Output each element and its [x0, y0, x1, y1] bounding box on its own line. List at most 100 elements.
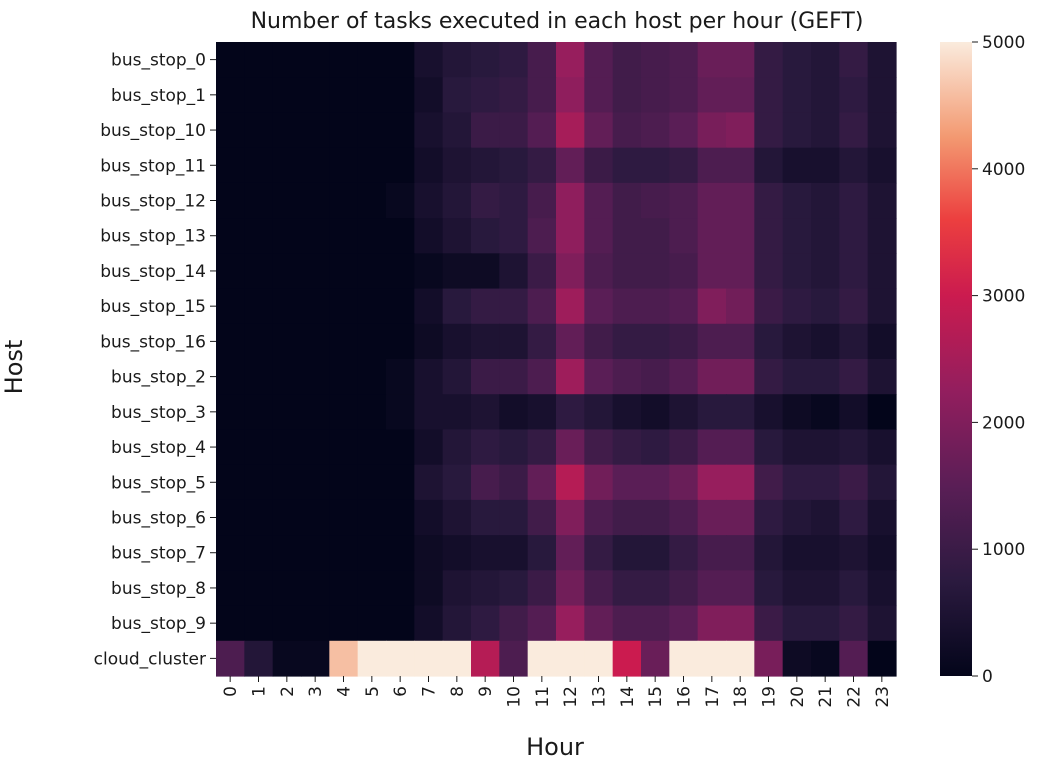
- heatmap-cell: [414, 605, 444, 642]
- heatmap-cell: [697, 112, 727, 149]
- heatmap-cell: [867, 394, 897, 431]
- heatmap-cell: [357, 323, 387, 360]
- heatmap-cell: [386, 429, 415, 466]
- x-tick-label: 4: [335, 686, 355, 697]
- heatmap-cell: [726, 253, 755, 290]
- heatmap-cell: [726, 464, 755, 501]
- heatmap-cell: [216, 218, 245, 254]
- heatmap-cell: [556, 112, 585, 149]
- heatmap-cell: [414, 323, 444, 360]
- heatmap-cell: [867, 323, 897, 360]
- heatmap-cell: [527, 77, 557, 114]
- heatmap-cell: [471, 429, 500, 466]
- heatmap-cell: [272, 182, 302, 219]
- heatmap-cell: [244, 288, 274, 325]
- heatmap-cell: [669, 77, 699, 114]
- y-tick-label: bus_stop_12: [100, 192, 206, 212]
- heatmap-cell: [584, 288, 614, 325]
- heatmap-cell: [612, 42, 642, 78]
- heatmap-cell: [301, 218, 330, 254]
- heatmap-cell: [726, 570, 755, 607]
- x-tick-label: 3: [306, 686, 326, 697]
- heatmap-cell: [272, 499, 302, 536]
- heatmap-cell: [442, 323, 472, 360]
- heatmap-cell: [641, 147, 670, 184]
- heatmap-cell: [357, 218, 387, 254]
- heatmap-cell: [612, 253, 642, 290]
- x-tick-label: 14: [618, 686, 638, 708]
- heatmap-cell: [669, 570, 699, 607]
- heatmap-cell: [584, 535, 614, 571]
- x-tick-label: 17: [703, 686, 723, 708]
- heatmap-cell: [471, 535, 500, 571]
- heatmap-cell: [329, 77, 359, 114]
- heatmap-cell: [754, 323, 784, 360]
- heatmap-cell: [612, 182, 642, 219]
- x-tick-label: 20: [788, 686, 808, 708]
- heatmap-cell: [726, 288, 755, 325]
- heatmap-cell: [641, 112, 670, 149]
- heatmap-cell: [556, 605, 585, 642]
- heatmap-cell: [811, 77, 840, 114]
- heatmap-cell: [782, 640, 812, 677]
- x-tick-label: 1: [250, 686, 270, 697]
- heatmap-cell: [357, 112, 387, 149]
- heatmap-cell: [726, 394, 755, 431]
- heatmap-cell: [442, 288, 472, 325]
- heatmap-cell: [329, 112, 359, 149]
- heatmap-cell: [244, 253, 274, 290]
- heatmap-cell: [612, 288, 642, 325]
- heatmap-cell: [301, 42, 330, 78]
- heatmap-cell: [839, 640, 869, 677]
- heatmap-cell: [612, 570, 642, 607]
- heatmap-cell: [612, 147, 642, 184]
- y-axis-label: Host: [0, 340, 28, 395]
- heatmap-cell: [414, 182, 444, 219]
- heatmap-cell: [272, 605, 302, 642]
- heatmap-cell: [726, 640, 755, 677]
- heatmap-cell: [556, 253, 585, 290]
- heatmap-cell: [697, 605, 727, 642]
- heatmap-cell: [697, 182, 727, 219]
- heatmap-cell: [357, 147, 387, 184]
- heatmap-cell: [867, 253, 897, 290]
- heatmap-cell: [669, 605, 699, 642]
- colorbar-ticks: 0 1000 2000 3000 4000 5000: [972, 33, 1025, 687]
- y-tick-label: bus_stop_4: [111, 438, 206, 458]
- colorbar-tick-label: 2000: [982, 413, 1025, 433]
- heatmap-cell: [612, 464, 642, 501]
- heatmap-cell: [641, 253, 670, 290]
- heatmap-cell: [867, 77, 897, 114]
- heatmap-cell: [612, 359, 642, 395]
- heatmap-cell: [301, 182, 330, 219]
- heatmap-cell: [527, 253, 557, 290]
- heatmap-cell: [669, 112, 699, 149]
- heatmap-cell: [612, 394, 642, 431]
- heatmap-cell: [244, 464, 274, 501]
- heatmap-cell: [216, 429, 245, 466]
- y-tick-label: bus_stop_9: [111, 614, 206, 634]
- heatmap-cell: [811, 640, 840, 677]
- heatmap-cell: [584, 570, 614, 607]
- heatmap-cell: [216, 570, 245, 607]
- heatmap-cell: [471, 323, 500, 360]
- heatmap-cell: [216, 394, 245, 431]
- heatmap-cell: [782, 218, 812, 254]
- heatmap-cell: [471, 253, 500, 290]
- heatmap-cell: [839, 359, 869, 395]
- heatmap-cell: [301, 640, 330, 677]
- heatmap-cell: [641, 570, 670, 607]
- heatmap-cell: [244, 605, 274, 642]
- heatmap-cell: [867, 464, 897, 501]
- heatmap-cell: [697, 499, 727, 536]
- heatmap-cell: [669, 464, 699, 501]
- heatmap-cell: [641, 359, 670, 395]
- heatmap-cell: [697, 535, 727, 571]
- x-axis-label: Hour: [526, 733, 584, 761]
- heatmap-cell: [839, 253, 869, 290]
- heatmap-cell: [754, 499, 784, 536]
- heatmap-cell: [867, 42, 897, 78]
- heatmap-cell: [641, 640, 670, 677]
- heatmap-cell: [669, 42, 699, 78]
